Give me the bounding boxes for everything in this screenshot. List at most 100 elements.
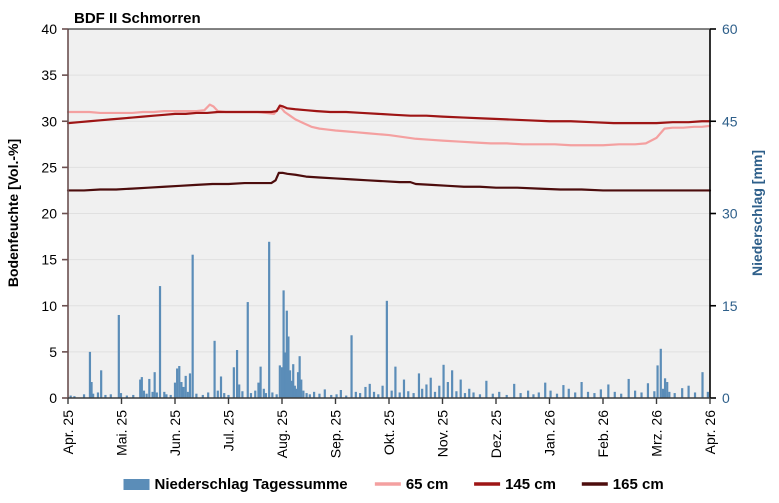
precipitation-bar (485, 380, 488, 398)
precipitation-bar (290, 380, 293, 398)
precipitation-bar (73, 396, 76, 398)
precipitation-bar (472, 392, 475, 398)
precipitation-bar (673, 393, 676, 398)
precipitation-bar (318, 393, 321, 398)
precipitation-bar (191, 254, 194, 398)
precipitation-bar (455, 391, 458, 398)
precipitation-bar (169, 394, 172, 398)
y-tick-label: 10 (41, 298, 57, 314)
precipitation-bar (468, 388, 471, 398)
precipitation-bar (278, 365, 281, 398)
precipitation-bar (433, 391, 437, 398)
precipitation-bar (153, 372, 156, 398)
x-tick-label: Sep. 25 (328, 410, 344, 458)
chart-legend[interactable]: Niederschlag Tagessumme 65 cm 145 cm 165 cm (123, 476, 664, 493)
precipitation-bar (285, 310, 288, 398)
precipitation-bar (151, 391, 154, 398)
precipitation-bar (287, 336, 290, 398)
precipitation-bar (308, 394, 311, 398)
precipitation-bar (139, 379, 142, 398)
precipitation-bar (580, 382, 583, 398)
precipitation-bar (549, 390, 552, 398)
precipitation-bar (227, 394, 230, 398)
y-tick-label: 30 (41, 113, 57, 129)
precipitation-bar (463, 393, 467, 398)
x-tick-label: Apr. 25 (60, 410, 76, 455)
precipitation-bar (241, 391, 244, 398)
precipitation-bar (158, 286, 162, 398)
precipitation-bar (706, 391, 709, 398)
precipitation-bar (90, 382, 93, 398)
precipitation-bar (132, 394, 135, 398)
soil-moisture-lines (66, 103, 712, 192)
precipitation-bar (184, 375, 187, 398)
x-tick-label: Jul. 25 (221, 410, 237, 451)
precipitation-bar (69, 395, 72, 398)
precipitation-bar (653, 391, 656, 398)
y-tick-label: 40 (41, 21, 57, 37)
precipitation-bar (555, 393, 559, 398)
precipitation-bar (513, 383, 516, 398)
precipitation-bar (607, 384, 610, 398)
legend-label[interactable]: 145 cm (505, 476, 556, 493)
precipitation-bar (661, 388, 665, 398)
precipitation-bar (88, 351, 92, 399)
precipitation-bar (668, 391, 671, 398)
precipitation-bar (259, 366, 262, 398)
precipitation-bar (280, 367, 284, 398)
legend-label[interactable]: Niederschlag Tagessumme (155, 476, 348, 493)
series-line-65-cm (66, 103, 712, 147)
precipitation-bar (505, 394, 508, 398)
y-tick-label: 25 (41, 159, 57, 175)
precipitation-bar (302, 390, 305, 398)
x-axis-tick-labels: Apr. 25 Mai. 25 Jun. 25 Jul. 25 Aug. 25 Sep. … (60, 410, 718, 458)
precipitation-bar (394, 366, 397, 398)
precipitation-bar (219, 376, 223, 398)
legend-label[interactable]: 165 cm (613, 476, 664, 493)
precipitation-bar (282, 290, 285, 399)
precipitation-bar (330, 394, 333, 398)
precipitation-bar (656, 365, 659, 398)
precipitation-bar (491, 393, 494, 398)
precipitation-bar (264, 393, 268, 398)
precipitation-bar (412, 393, 415, 398)
precipitation-bar (335, 394, 338, 398)
precipitation-bar (82, 394, 86, 398)
precipitation-bar (293, 385, 296, 398)
x-tick-label: Mrz. 26 (649, 410, 665, 457)
precipitation-bar (216, 390, 219, 398)
precipitation-bar (385, 300, 388, 398)
precipitation-bar (323, 389, 326, 398)
precipitation-bar (701, 372, 704, 398)
y-tick-label: 0 (49, 390, 57, 406)
precipitation-bar (109, 394, 112, 398)
x-tick-label: Nov. 25 (435, 410, 451, 457)
precipitation-bar (519, 393, 522, 398)
x-tick-label: Jun. 25 (167, 410, 183, 456)
precipitation-bar (593, 393, 596, 398)
precipitation-bar (142, 390, 146, 398)
precipitation-bar (599, 389, 602, 398)
precipitation-bar (693, 392, 697, 398)
precipitation-bar (659, 348, 662, 398)
legend-label[interactable]: 65 cm (406, 476, 449, 493)
precipitation-bar (663, 378, 667, 398)
y-axis-title: Bodenfeuchte [Vol.-%] (5, 139, 21, 287)
precipitation-bar (96, 392, 100, 398)
precipitation-bar (176, 368, 179, 398)
precipitation-bar (254, 390, 257, 398)
y-tick-label: 20 (41, 206, 57, 222)
precipitation-bar (92, 393, 95, 398)
precipitation-bar (257, 382, 260, 399)
precipitation-bar (498, 391, 501, 398)
precipitation-bar (223, 393, 226, 398)
precipitation-bar (620, 393, 623, 398)
precipitation-bar (478, 394, 482, 398)
x-tick-label: Aug. 25 (274, 410, 290, 458)
axes (62, 28, 716, 404)
precipitation-bar (381, 385, 384, 398)
precipitation-bar (262, 388, 265, 398)
series-line-145-cm (66, 104, 712, 125)
